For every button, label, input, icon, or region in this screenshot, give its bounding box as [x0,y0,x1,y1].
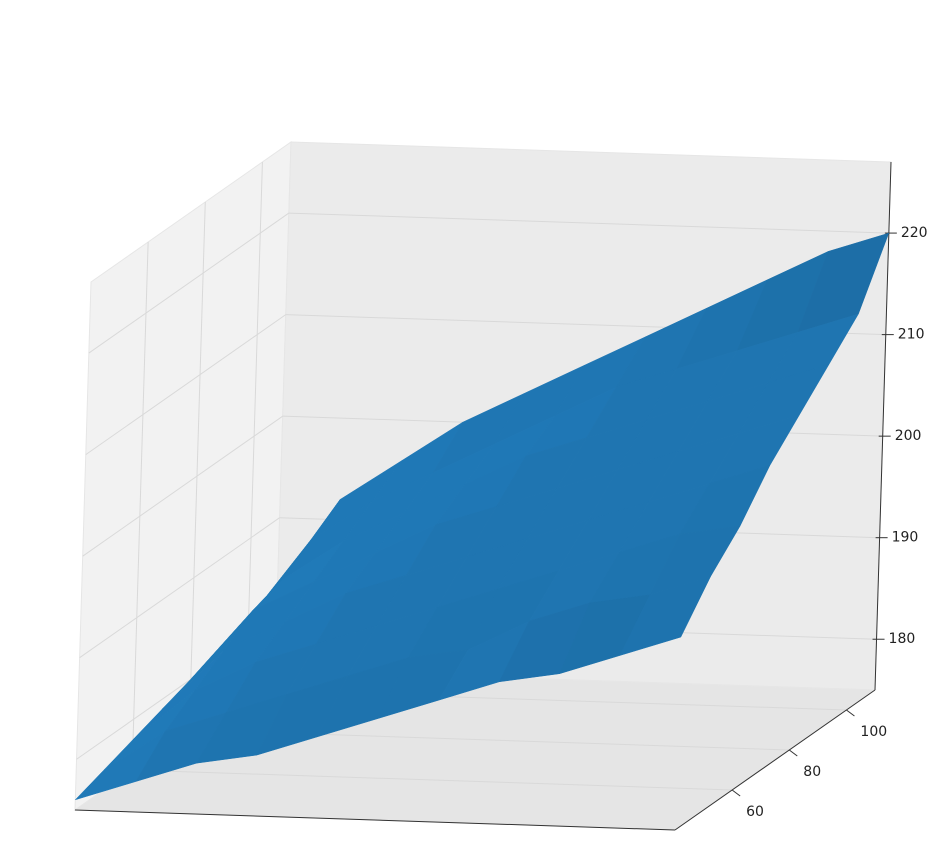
grid-line [245,161,263,691]
z-axis [874,161,892,691]
z-tick-label: 180 [889,631,916,647]
grid-line [288,212,889,234]
grid-line [79,517,280,659]
grid-line [88,212,290,354]
z-tick-label: 220 [901,225,928,241]
y-tick [846,709,855,717]
y-tick [731,789,741,797]
y-tick-label: 60 [746,804,764,820]
y-tick-label: 100 [860,724,887,740]
grid-line [82,415,283,557]
surface-patch [619,576,712,656]
z-tick-label: 210 [898,327,925,343]
x-axis [74,809,676,831]
z-tick-label: 200 [895,428,922,444]
grid-line [188,201,206,731]
z-tick-label: 190 [892,530,919,546]
y-tick-label: 80 [803,764,821,780]
y-tick [788,749,798,757]
grid-line [132,769,733,791]
grid-line [85,314,287,456]
grid-line [131,241,149,771]
y-axis [674,689,876,831]
